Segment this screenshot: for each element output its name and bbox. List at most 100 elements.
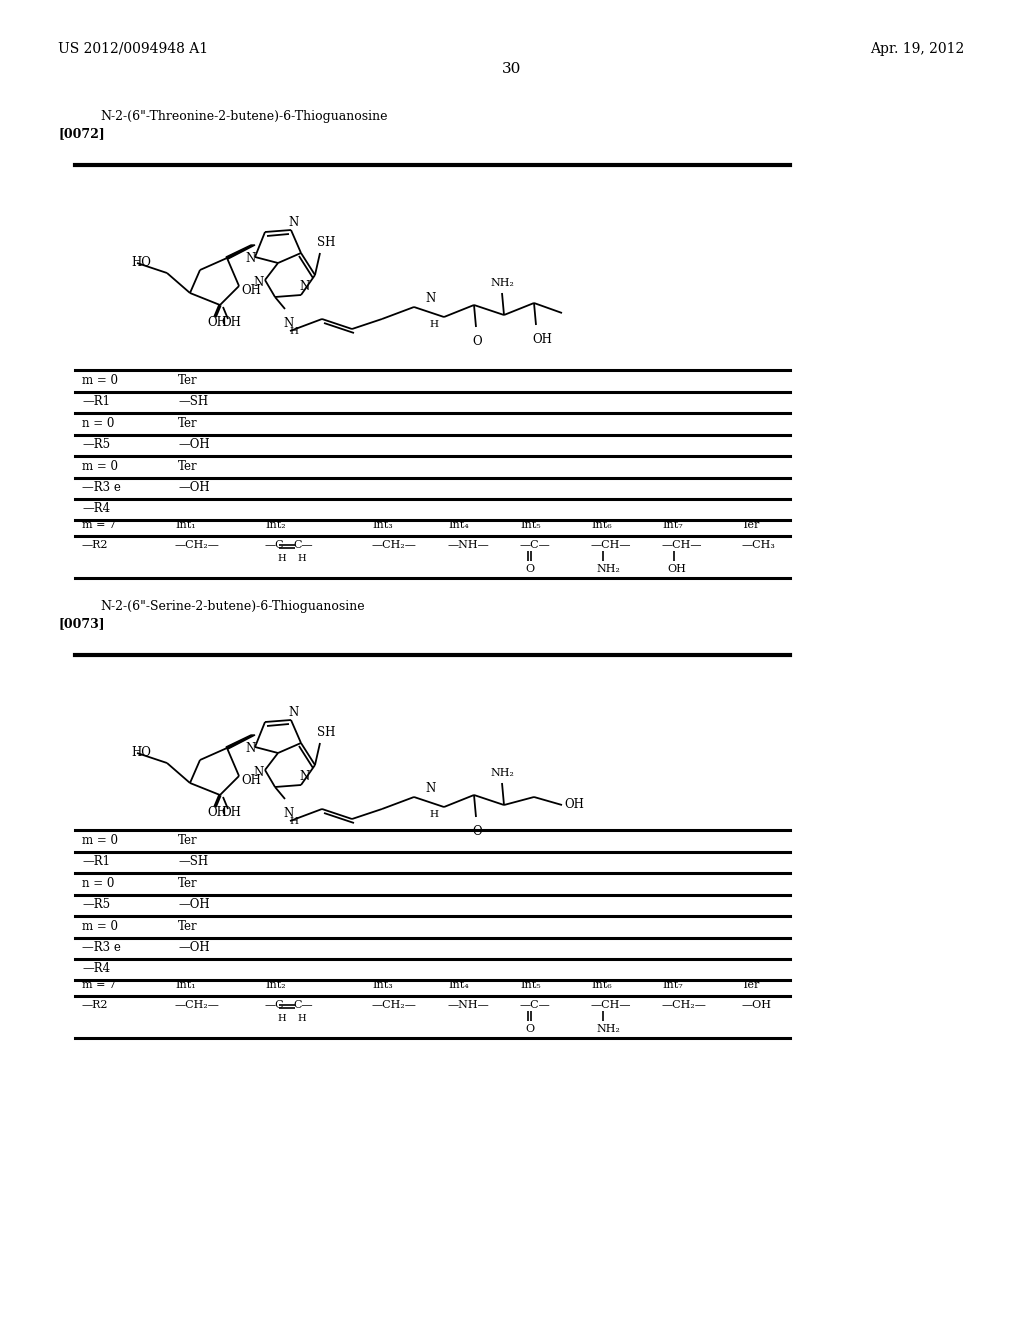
Text: SH: SH <box>317 236 336 249</box>
Text: C—: C— <box>293 540 312 550</box>
Text: H: H <box>297 554 305 564</box>
Text: N: N <box>245 252 255 265</box>
Text: Int₂: Int₂ <box>265 979 286 990</box>
Text: N: N <box>253 766 263 779</box>
Text: —OH: —OH <box>178 941 210 954</box>
Text: H: H <box>289 817 298 826</box>
Text: Ter: Ter <box>742 979 761 990</box>
Text: H: H <box>429 810 438 818</box>
Text: OH: OH <box>532 333 552 346</box>
Text: Int₁: Int₁ <box>175 520 196 531</box>
Text: —R3 e: —R3 e <box>82 480 121 494</box>
Text: Int₁: Int₁ <box>175 979 196 990</box>
Text: —C: —C <box>265 1001 285 1010</box>
Text: C—: C— <box>293 1001 312 1010</box>
Text: O: O <box>525 1024 535 1034</box>
Text: —R3 e: —R3 e <box>82 941 121 954</box>
Text: NH₂: NH₂ <box>490 768 514 777</box>
Text: —R2: —R2 <box>82 1001 109 1010</box>
Text: OH: OH <box>207 317 227 330</box>
Text: —CH₂—: —CH₂— <box>372 1001 417 1010</box>
Text: Int₂: Int₂ <box>265 520 286 531</box>
Text: NH₂: NH₂ <box>596 1024 620 1034</box>
Text: Ter: Ter <box>742 520 761 531</box>
Text: m = 0: m = 0 <box>82 920 118 933</box>
Text: OH: OH <box>241 774 261 787</box>
Text: O: O <box>525 564 535 574</box>
Text: OH: OH <box>241 284 261 297</box>
Text: —OH: —OH <box>742 1001 772 1010</box>
Text: Int₆: Int₆ <box>591 979 611 990</box>
Text: H: H <box>297 1014 305 1023</box>
Text: —R4: —R4 <box>82 962 111 975</box>
Text: m = 0: m = 0 <box>82 374 118 387</box>
Text: N: N <box>299 771 309 784</box>
Text: N-2-(6"-Threonine-2-butene)-6-Thioguanosine: N-2-(6"-Threonine-2-butene)-6-Thioguanos… <box>100 110 387 123</box>
Text: —R1: —R1 <box>82 855 110 869</box>
Text: Int₄: Int₄ <box>449 979 469 990</box>
Text: Int₃: Int₃ <box>372 979 393 990</box>
Text: N: N <box>283 807 293 820</box>
Text: —OH: —OH <box>178 438 210 451</box>
Polygon shape <box>226 735 255 748</box>
Text: —R1: —R1 <box>82 395 110 408</box>
Text: —CH—: —CH— <box>662 540 702 550</box>
Text: HO: HO <box>131 747 151 759</box>
Text: Int₇: Int₇ <box>662 979 683 990</box>
Text: —CH₂—: —CH₂— <box>662 1001 707 1010</box>
Text: Ter: Ter <box>178 834 198 847</box>
Text: —R4: —R4 <box>82 502 111 515</box>
Text: OH: OH <box>221 807 241 820</box>
Text: H: H <box>278 1014 286 1023</box>
Text: H: H <box>289 327 298 337</box>
Text: H: H <box>429 319 438 329</box>
Text: —OH: —OH <box>178 898 210 911</box>
Text: N-2-(6"-Serine-2-butene)-6-Thioguanosine: N-2-(6"-Serine-2-butene)-6-Thioguanosine <box>100 601 365 612</box>
Text: —C—: —C— <box>520 1001 551 1010</box>
Text: OH: OH <box>564 799 584 812</box>
Text: NH₂: NH₂ <box>490 279 514 288</box>
Text: m = 0: m = 0 <box>82 459 118 473</box>
Text: N: N <box>245 742 255 755</box>
Text: N: N <box>288 215 298 228</box>
Text: US 2012/0094948 A1: US 2012/0094948 A1 <box>58 42 208 55</box>
Polygon shape <box>226 246 255 259</box>
Text: n = 0: n = 0 <box>82 876 115 890</box>
Text: —CH₂—: —CH₂— <box>372 540 417 550</box>
Text: m = 7: m = 7 <box>82 979 116 990</box>
Text: N: N <box>425 292 435 305</box>
Text: Ter: Ter <box>178 459 198 473</box>
Text: N: N <box>283 317 293 330</box>
Text: —C—: —C— <box>520 540 551 550</box>
Text: —OH: —OH <box>178 480 210 494</box>
Text: Int₅: Int₅ <box>520 520 541 531</box>
Text: —CH—: —CH— <box>591 1001 632 1010</box>
Text: SH: SH <box>317 726 336 739</box>
Text: OH: OH <box>221 317 241 330</box>
Text: —CH—: —CH— <box>591 540 632 550</box>
Text: N: N <box>299 281 309 293</box>
Text: Int₄: Int₄ <box>449 520 469 531</box>
Text: Ter: Ter <box>178 374 198 387</box>
Text: 30: 30 <box>503 62 521 77</box>
Text: OH: OH <box>667 564 686 574</box>
Text: —R5: —R5 <box>82 438 111 451</box>
Text: —C: —C <box>265 540 285 550</box>
Text: —CH₃: —CH₃ <box>742 540 776 550</box>
Text: —NH—: —NH— <box>449 1001 489 1010</box>
Text: —CH₂—: —CH₂— <box>175 1001 220 1010</box>
Text: HO: HO <box>131 256 151 269</box>
Text: —CH₂—: —CH₂— <box>175 540 220 550</box>
Text: NH₂: NH₂ <box>596 564 620 574</box>
Text: Int₇: Int₇ <box>662 520 683 531</box>
Text: H: H <box>278 554 286 564</box>
Text: [0073]: [0073] <box>58 616 104 630</box>
Text: —NH—: —NH— <box>449 540 489 550</box>
Text: m = 0: m = 0 <box>82 834 118 847</box>
Text: Ter: Ter <box>178 920 198 933</box>
Text: Int₃: Int₃ <box>372 520 393 531</box>
Text: N: N <box>288 705 298 718</box>
Text: N: N <box>253 276 263 289</box>
Text: —SH: —SH <box>178 395 208 408</box>
Text: Ter: Ter <box>178 417 198 430</box>
